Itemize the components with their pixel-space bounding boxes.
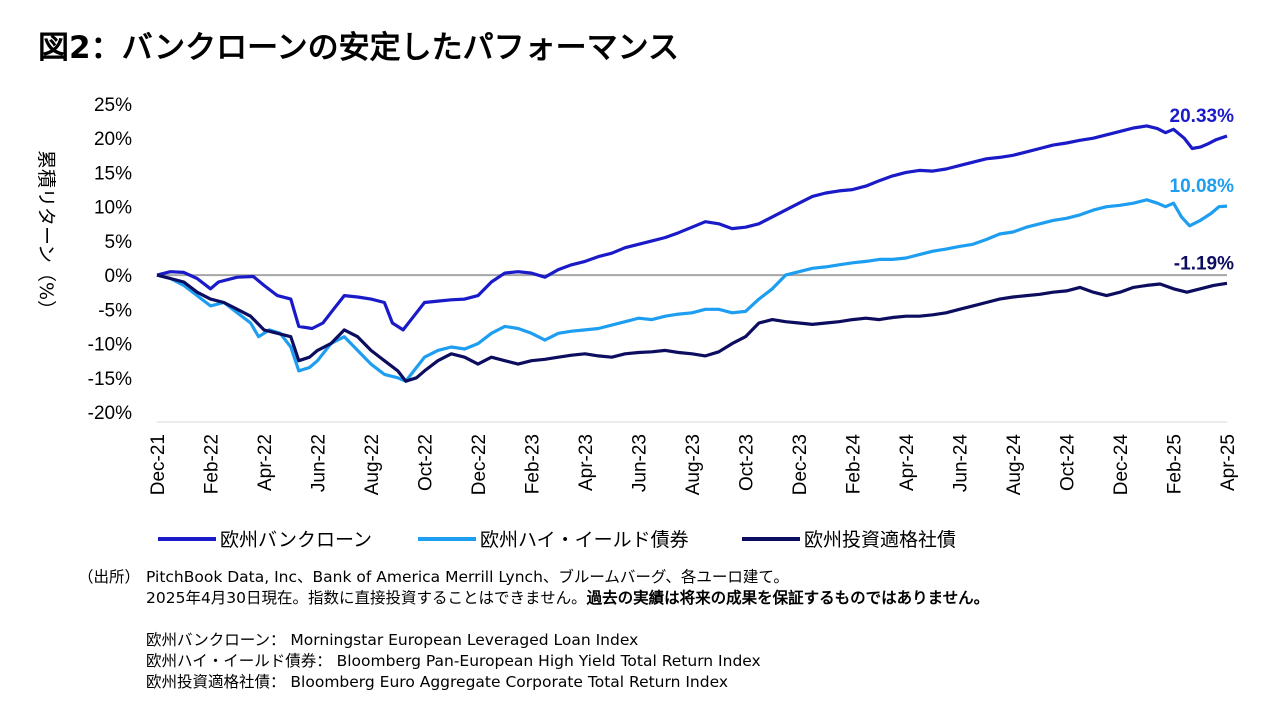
y-tick-label: 5% — [105, 232, 133, 253]
legend-label: 欧州投資適格社債 — [804, 529, 956, 551]
index-note-2: 欧州ハイ・イールド債券： Bloomberg Pan-European High… — [146, 652, 761, 670]
x-tick-label: Aug-24 — [1004, 434, 1025, 496]
legend: 欧州バンクローン 欧州ハイ・イールド債券 欧州投資適格社債 — [158, 529, 956, 551]
series-end-labels: 20.33% 10.08% -1.19% — [1170, 106, 1235, 274]
x-tick-label: Dec-21 — [148, 434, 169, 495]
source-label: （出所） — [78, 568, 141, 586]
x-tick-label: Aug-22 — [362, 434, 383, 495]
series-line — [156, 273, 1228, 383]
series-end-label: 10.08% — [1170, 176, 1235, 197]
x-tick-label: Dec-24 — [1111, 434, 1132, 496]
legend-label: 欧州ハイ・イールド債券 — [480, 529, 689, 551]
x-tick-label: Oct-22 — [416, 434, 437, 491]
x-tick-label: Oct-23 — [737, 434, 758, 491]
y-tick-label: 10% — [94, 198, 132, 219]
x-tick-label: Feb-22 — [202, 434, 223, 494]
y-tick-label: -5% — [98, 300, 132, 321]
index-note-1: 欧州バンクローン： Morningstar European Leveraged… — [146, 631, 639, 649]
y-tick-label: -10% — [88, 335, 132, 356]
source-line-2-normal: 2025年4月30日現在。指数に直接投資することはできません。 — [146, 589, 587, 607]
y-tick-label: 20% — [94, 129, 132, 150]
chart-area: 25% 20% 15% 10% 5% 0% -5% -10% -15% -20% 累積リターン（%… — [35, 95, 1239, 551]
x-tick-label: Feb-24 — [844, 434, 865, 495]
x-axis-ticks: Dec-21 Feb-22 Apr-22 Jun-22 Aug-22 Oct-22 Dec-… — [148, 434, 1239, 496]
x-tick-label: Oct-24 — [1058, 434, 1079, 491]
series-line — [156, 198, 1228, 383]
y-tick-label: 0% — [105, 266, 133, 287]
y-tick-label: -15% — [88, 369, 132, 390]
y-tick-label: -20% — [88, 403, 132, 424]
x-tick-label: Feb-23 — [523, 434, 544, 494]
x-tick-label: Apr-25 — [1218, 434, 1239, 491]
x-tick-label: Dec-23 — [790, 434, 811, 495]
source-line-1: PitchBook Data, Inc、Bank of America Merr… — [146, 568, 789, 586]
index-note-3: 欧州投資適格社債： Bloomberg Euro Aggregate Corpo… — [146, 673, 729, 691]
x-tick-label: Aug-23 — [683, 434, 704, 495]
chart-title: 図2：バンクローンの安定したパフォーマンス — [38, 30, 679, 66]
legend-label: 欧州バンクローン — [220, 529, 372, 551]
x-tick-label: Dec-22 — [469, 434, 490, 495]
series-line — [156, 124, 1228, 332]
x-tick-label: Apr-22 — [255, 434, 276, 491]
series-lines — [156, 124, 1228, 383]
y-axis-label: 累積リターン（%） — [35, 150, 57, 319]
disclaimer-bold: 過去の実績は将来の成果を保証するものではありません。 — [586, 589, 990, 607]
y-axis-ticks: 25% 20% 15% 10% 5% 0% -5% -10% -15% -20% — [88, 95, 132, 424]
x-tick-label: Jun-23 — [630, 434, 651, 492]
x-tick-label: Jun-24 — [951, 434, 972, 493]
source-line-2: 2025年4月30日現在。指数に直接投資することはできません。過去の実績は将来の… — [78, 588, 989, 609]
series-end-label: 20.33% — [1170, 106, 1235, 127]
x-tick-label: Apr-24 — [897, 434, 918, 491]
y-tick-label: 15% — [94, 163, 132, 184]
y-tick-label: 25% — [94, 95, 132, 116]
footnotes: （出所） PitchBook Data, Inc、Bank of America… — [78, 567, 989, 693]
x-tick-label: Apr-23 — [576, 434, 597, 491]
x-tick-label: Jun-22 — [309, 434, 330, 492]
x-tick-label: Feb-25 — [1165, 434, 1186, 494]
series-end-label: -1.19% — [1174, 253, 1234, 274]
